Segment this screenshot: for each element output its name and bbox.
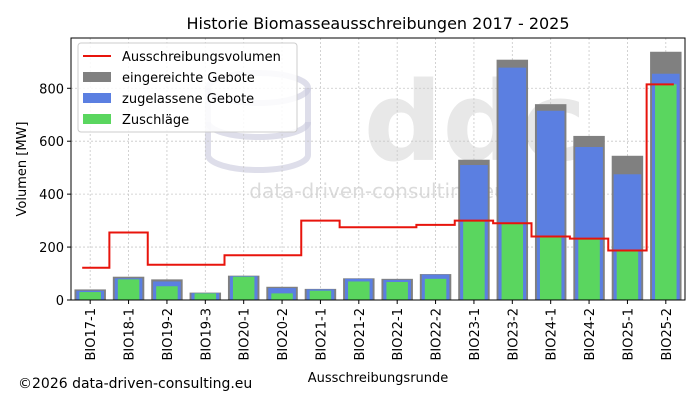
x-tick-label: BIO20-2 (276, 308, 291, 361)
x-tick-label: BIO23-2 (506, 308, 521, 361)
x-tick-label: BIO22-2 (430, 308, 445, 361)
x-tick-label: BIO19-2 (161, 308, 176, 361)
legend-label: Ausschreibungsvolumen (122, 50, 281, 65)
bar-zuschl-ge-0 (79, 292, 101, 300)
bar-zuschl-ge-6 (309, 290, 332, 300)
y-axis: 0 200 400 600 800 (39, 82, 71, 309)
legend-label: zugelassene Gebote (122, 92, 254, 107)
x-tick-label: BIO17-1 (84, 308, 99, 361)
x-axis: BIO17-1 BIO18-1 BIO19-2 BIO19-3 BIO20-1 BIO20… (84, 300, 675, 361)
bar-zuschl-ge-11 (501, 223, 524, 300)
bar-zuschl-ge-10 (463, 220, 485, 300)
volume-step-line (82, 83, 674, 269)
legend-swatch (83, 114, 111, 124)
bar-zuschl-ge-4 (232, 276, 255, 300)
y-tick-label: 400 (39, 188, 64, 203)
x-tick-label: BIO24-1 (545, 308, 560, 361)
legend-box (77, 42, 298, 133)
bar-zuschl-ge-7 (348, 281, 370, 300)
x-tick-label: BIO25-2 (660, 308, 675, 361)
legend-label: eingereichte Gebote (122, 71, 255, 86)
legend-swatch (83, 72, 111, 82)
bar-zuschl-ge-1 (117, 279, 140, 300)
x-tick-label: BIO25-1 (621, 308, 636, 361)
chart-title: Historie Biomasseausschreibungen 2017 - … (186, 14, 569, 33)
bar-zuschl-ge-14 (616, 250, 639, 300)
bar-zuschl-ge-2 (156, 286, 178, 300)
x-tick-label: BIO24-2 (583, 308, 598, 361)
legend: Ausschreibungsvolumen eingereichte Gebote… (77, 42, 298, 133)
bar-zuschl-ge-15 (655, 84, 677, 300)
y-axis-label: Volumen [MW] (15, 122, 30, 217)
volume-line (82, 83, 674, 269)
bar-zuschl-ge-5 (271, 293, 293, 300)
bar-zuschl-ge-8 (386, 282, 408, 300)
x-tick-label: BIO19-3 (199, 308, 214, 361)
x-tick-label: BIO21-1 (314, 308, 329, 361)
x-tick-label: BIO23-1 (468, 308, 483, 361)
bar-zuschl-ge-3 (194, 293, 217, 300)
legend-label: Zuschläge (122, 113, 189, 128)
bar-zuschl-ge-9 (424, 278, 447, 300)
bars (74, 51, 682, 301)
copyright-text: ©2026 data-driven-consulting.eu (18, 376, 253, 392)
x-tick-label: BIO18-1 (123, 308, 138, 361)
y-tick-label: 800 (39, 82, 64, 97)
x-axis-label: Ausschreibungsrunde (308, 371, 449, 386)
bar-zuschl-ge-13 (578, 238, 600, 300)
legend-swatch (83, 93, 111, 103)
x-tick-label: BIO21-2 (353, 308, 368, 361)
y-tick-label: 0 (56, 294, 64, 309)
y-tick-label: 200 (39, 241, 64, 256)
plot-frame (70, 37, 686, 301)
bar-zuschl-ge-12 (539, 236, 562, 300)
x-tick-label: BIO22-1 (391, 308, 406, 361)
y-tick-label: 600 (39, 135, 64, 150)
x-tick-label: BIO20-1 (238, 308, 253, 361)
